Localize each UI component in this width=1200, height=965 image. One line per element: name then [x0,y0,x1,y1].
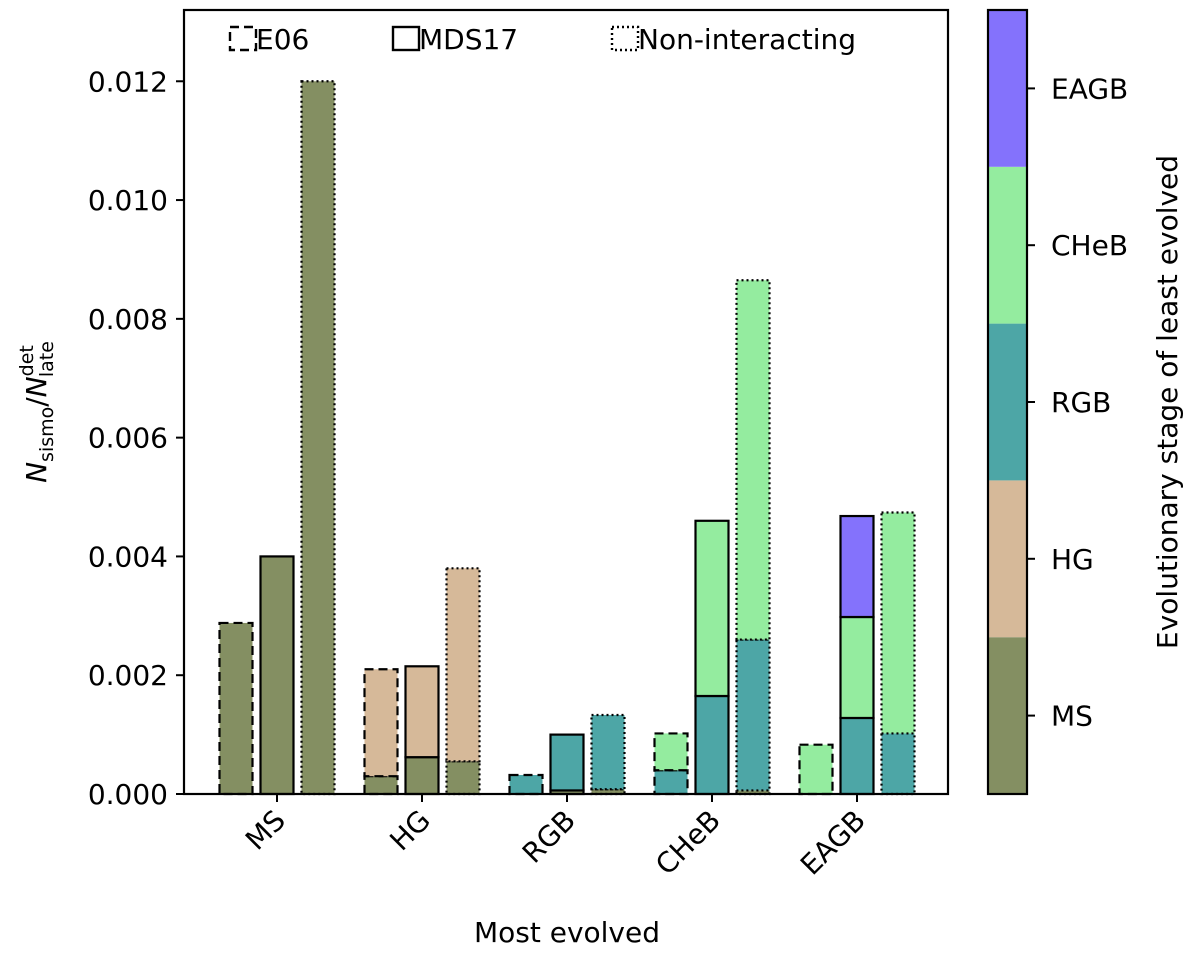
x-tick-label: RGB [516,804,582,870]
colorbar-tick-label: MS [1051,700,1093,733]
y-axis-label-den: N [20,376,53,397]
y-tick-label: 0.008 [88,303,168,336]
colorbar: MS HG RGB CHeB EAGB [986,8,1128,796]
colorbar-tick-label: CHeB [1051,229,1128,262]
plot-frame [182,8,950,796]
bar-mds17-hg-hg [404,665,440,759]
bar-mds17-eagb-cheb [839,615,875,720]
legend-swatch-non-interacting [610,25,640,52]
legend-label: Non-interacting [638,23,856,56]
y-tick-label: 0.004 [88,540,168,573]
bar-e06-cheb-rgb [653,769,689,796]
bar-non-interacting-rgb-rgb [590,713,626,791]
colorbar-frame [986,8,1029,796]
colorbar-segment-eagb [988,10,1027,167]
bar-mds17-cheb-rgb [694,694,730,796]
colorbar-tick-label: HG [1051,543,1094,576]
y-tick-label: 0.010 [88,184,168,217]
bar-e06-eagb-cheb [798,743,834,796]
x-tick-label: MS [239,804,292,857]
legend: E06 MDS17 Non-interacting [228,23,856,56]
bar-mds17-eagb-eagb [839,514,875,619]
y-axis-label-den-sup: det [16,345,38,376]
bar-mds17-cheb-cheb [694,519,730,698]
bar-mds17-rgb-rgb [549,733,585,792]
colorbar-segment-ms [988,637,1027,794]
colorbar-tick-label: EAGB [1051,72,1128,105]
x-tick-label: EAGB [794,804,872,882]
bar-non-interacting-eagb-cheb [880,511,916,735]
y-axis-label: Nsismo/Ndetlate [16,341,58,483]
y-axis-label-den-sub: late [36,341,58,377]
bar-e06-hg-ms [363,775,399,796]
bar-non-interacting-cheb-cheb [735,279,771,641]
x-tick-label: CHeB [649,804,727,882]
y-axis-label-slash: / [20,397,53,407]
colorbar-label: Evolutionary stage of least evolved [1151,155,1184,649]
bar-mds17-eagb-rgb [839,716,875,796]
bar-non-interacting-ms-ms [300,80,336,796]
bar-e06-cheb-cheb [653,732,689,772]
colorbar-tick-label: RGB [1051,386,1111,419]
bar-non-interacting-hg-hg [445,567,481,763]
y-tick-label: 0.006 [88,422,168,455]
bar-non-interacting-hg-ms [445,760,481,796]
colorbar-segment-rgb [988,323,1027,481]
bars-layer [218,80,916,796]
bar-non-interacting-cheb-rgb [735,638,771,792]
y-axis-label-n: N [20,462,53,483]
bar-e06-hg-hg [363,668,399,778]
x-tick-label: HG [383,804,437,858]
y-tick-label: 0.012 [88,65,168,98]
y-tick-label: 0.002 [88,659,168,692]
legend-label: E06 [256,23,309,56]
bar-e06-ms-ms [218,621,254,796]
y-tick-label: 0.000 [88,778,168,811]
colorbar-segment-hg [988,480,1027,638]
bar-mds17-ms-ms [259,555,295,796]
legend-label: MDS17 [419,23,518,56]
y-axis-label-num-sub: sismo [36,407,58,462]
bar-e06-rgb-rgb [508,773,544,796]
bar-mds17-hg-ms [404,756,440,796]
colorbar-segment-cheb [988,166,1027,324]
legend-swatch-e06 [228,25,258,52]
x-axis-label: Most evolved [474,916,660,949]
legend-swatch-mds17 [391,25,421,52]
bar-non-interacting-eagb-rgb [880,732,916,796]
